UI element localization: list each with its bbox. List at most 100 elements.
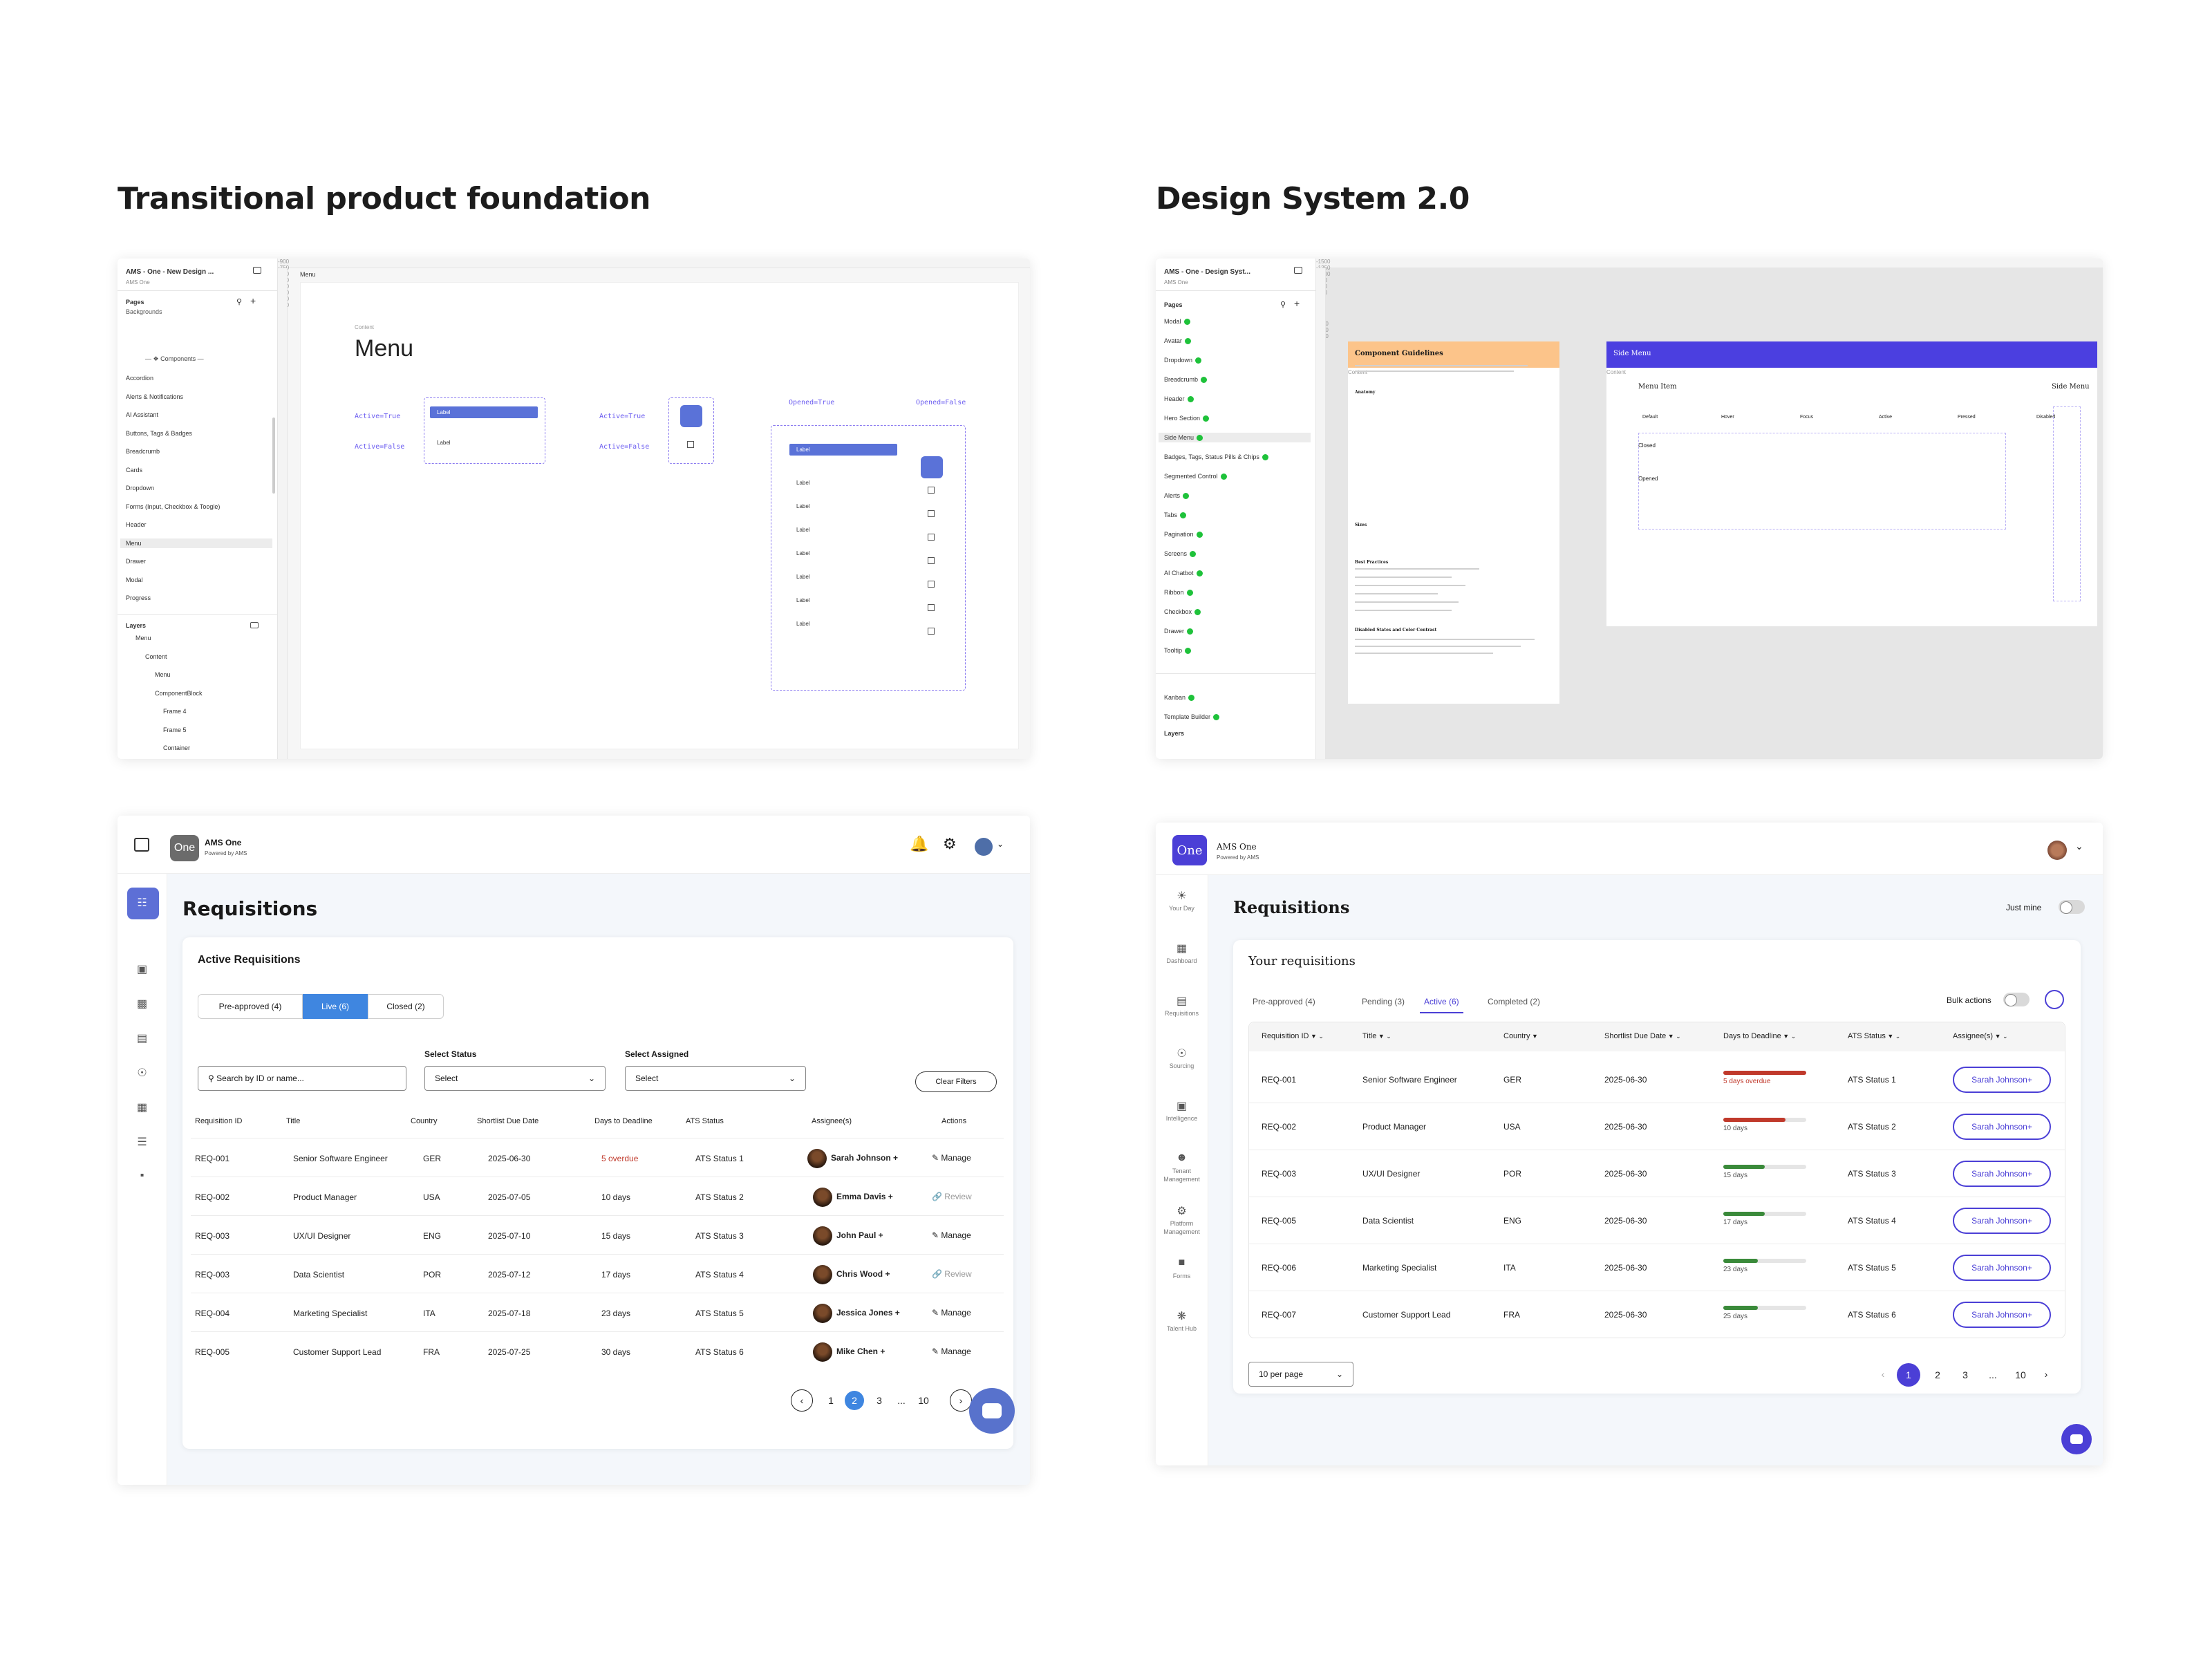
tab-pre-approved[interactable]: Pre-approved (4) bbox=[198, 994, 303, 1019]
nav-icon[interactable]: ▦ bbox=[136, 1102, 148, 1114]
assignee[interactable]: John Paul + bbox=[813, 1226, 883, 1246]
nav-icon[interactable]: ▪ bbox=[140, 1170, 144, 1181]
layer-item[interactable]: Menu bbox=[155, 671, 171, 678]
scrollbar[interactable] bbox=[272, 418, 275, 494]
nav-label[interactable]: Sourcing bbox=[1169, 1062, 1194, 1069]
ds-page-item[interactable]: AI Chatbot bbox=[1159, 568, 1311, 578]
layer-item[interactable]: ComponentBlock bbox=[155, 689, 203, 697]
filter-icon[interactable]: ▼ ⌄ bbox=[1885, 1033, 1901, 1040]
add-assignee-icon[interactable]: + bbox=[883, 1269, 890, 1280]
side-item-label[interactable]: Label bbox=[796, 574, 810, 580]
search-icon[interactable]: ⚲ bbox=[236, 298, 243, 306]
page-item[interactable]: Accordion bbox=[126, 375, 154, 382]
chat-fab[interactable] bbox=[969, 1388, 1015, 1434]
row-action[interactable]: ✎ Manage bbox=[932, 1308, 971, 1318]
row-action[interactable]: ✎ Manage bbox=[932, 1347, 971, 1356]
nav-icon-1[interactable]: ▦ bbox=[1176, 943, 1188, 955]
nav-icon-3[interactable]: ☉ bbox=[1177, 1048, 1187, 1060]
next-page-button[interactable]: › bbox=[2044, 1369, 2048, 1380]
assignee-button[interactable]: Sarah Johnson + bbox=[1953, 1067, 2051, 1093]
page-number[interactable]: 1 bbox=[828, 1395, 834, 1406]
page-number[interactable]: 10 bbox=[2015, 1369, 2026, 1380]
column-header[interactable]: Country ▼ bbox=[1503, 1032, 1538, 1040]
row-action[interactable]: ✎ Manage bbox=[932, 1230, 971, 1240]
side-icon[interactable] bbox=[928, 487, 935, 494]
nav-icon-5[interactable]: ☻ bbox=[1176, 1152, 1188, 1163]
assignee-button[interactable]: Sarah Johnson + bbox=[1953, 1255, 2051, 1281]
ds-page-item[interactable]: Alerts bbox=[1159, 491, 1311, 500]
page-number[interactable]: ... bbox=[897, 1395, 906, 1406]
nav-icon[interactable]: ▤ bbox=[136, 1033, 148, 1044]
app-logo[interactable]: One bbox=[170, 835, 199, 861]
nav-label[interactable]: Intelligence bbox=[1165, 1115, 1198, 1122]
column-header[interactable]: Requisition ID ▼ ⌄ bbox=[1262, 1032, 1324, 1040]
row-action[interactable]: ✎ Manage bbox=[932, 1153, 971, 1163]
nav-icon[interactable]: ▩ bbox=[136, 998, 148, 1010]
filter-icon[interactable]: ▼ bbox=[1530, 1033, 1538, 1040]
sidebar-toggle-icon[interactable] bbox=[134, 838, 149, 852]
icon-item-default[interactable] bbox=[687, 441, 694, 448]
nav-label[interactable]: Your Day bbox=[1169, 905, 1194, 912]
clear-filters-button[interactable]: Clear Filters bbox=[915, 1071, 997, 1092]
column-header[interactable]: Shortlist Due Date bbox=[477, 1117, 539, 1125]
column-header[interactable]: Title bbox=[286, 1117, 301, 1125]
column-header[interactable]: Actions bbox=[941, 1117, 967, 1125]
side-item-label[interactable]: Label bbox=[796, 550, 810, 556]
side-icon-active[interactable] bbox=[921, 456, 943, 478]
filter-icon[interactable]: ▼ ⌄ bbox=[1309, 1033, 1324, 1040]
app2-chat-fab[interactable] bbox=[2061, 1424, 2092, 1454]
page-number[interactable]: 1 bbox=[1897, 1363, 1920, 1387]
ds-page-item[interactable]: Pagination bbox=[1159, 529, 1311, 539]
tab-2[interactable]: Active (6) bbox=[1420, 997, 1463, 1013]
assignee-button[interactable]: Sarah Johnson + bbox=[1953, 1208, 2051, 1234]
page-number[interactable]: 2 bbox=[845, 1391, 864, 1410]
ds-page-item[interactable]: Checkbox bbox=[1159, 607, 1311, 617]
icon-item-active[interactable] bbox=[680, 405, 702, 427]
page-item[interactable]: Header bbox=[126, 521, 147, 528]
ds-page-item[interactable]: Badges, Tags, Status Pills & Chips bbox=[1159, 452, 1311, 462]
layer-item[interactable]: Container bbox=[163, 744, 191, 751]
chevron-down-icon[interactable]: ⌄ bbox=[997, 839, 1004, 849]
nav-icon-8[interactable]: ❋ bbox=[1177, 1311, 1187, 1322]
ds-page-item[interactable]: Header bbox=[1159, 394, 1311, 404]
page-number[interactable]: 3 bbox=[877, 1395, 882, 1406]
panel-toggle-icon[interactable] bbox=[253, 267, 261, 274]
nav-icon-4[interactable]: ▣ bbox=[1176, 1100, 1188, 1112]
page-item[interactable]: Cards bbox=[126, 466, 143, 474]
nav-icon[interactable]: ▣ bbox=[136, 964, 148, 975]
nav-item-active[interactable] bbox=[127, 888, 159, 919]
nav-label[interactable]: Talent Hub bbox=[1166, 1325, 1197, 1332]
column-header[interactable]: ATS Status bbox=[686, 1117, 724, 1125]
gear-icon[interactable]: ⚙ bbox=[943, 835, 957, 852]
column-header[interactable]: Days to Deadline bbox=[594, 1117, 653, 1125]
ds-page-item[interactable]: Screens bbox=[1159, 549, 1311, 559]
layer-item[interactable]: Frame 5 bbox=[163, 726, 187, 733]
nav-label[interactable]: Forms bbox=[1172, 1273, 1191, 1280]
column-header[interactable]: Shortlist Due Date ▼ ⌄ bbox=[1604, 1032, 1681, 1040]
row-action[interactable]: 🔗 Review bbox=[932, 1269, 972, 1279]
ds-page-item[interactable]: Hero Section bbox=[1159, 413, 1311, 423]
side-item-label[interactable]: Label bbox=[796, 480, 810, 486]
nav-label[interactable]: Requisitions bbox=[1164, 1010, 1199, 1017]
ds-panel-toggle-icon[interactable] bbox=[1294, 267, 1302, 274]
assignee[interactable]: Chris Wood + bbox=[813, 1265, 890, 1284]
assigned-select[interactable]: Select ⌄ bbox=[625, 1066, 806, 1091]
nav-icon-6[interactable]: ⚙ bbox=[1177, 1206, 1187, 1217]
ds-add-page-icon[interactable]: + bbox=[1294, 298, 1300, 309]
prev-page-button[interactable]: ‹ bbox=[791, 1389, 813, 1412]
ds-page-item[interactable]: Tabs bbox=[1159, 510, 1311, 520]
page-item[interactable]: Breadcrumb bbox=[126, 448, 160, 455]
just-mine-toggle[interactable] bbox=[2059, 900, 2085, 914]
ds-page-item[interactable]: Tooltip bbox=[1159, 646, 1311, 655]
assignee[interactable]: Sarah Johnson + bbox=[807, 1149, 898, 1168]
nav-icon[interactable]: ☷ bbox=[137, 897, 147, 909]
assignee[interactable]: Jessica Jones + bbox=[813, 1304, 900, 1323]
column-header[interactable]: ATS Status ▼ ⌄ bbox=[1848, 1032, 1900, 1040]
layer-item[interactable]: Menu bbox=[135, 635, 151, 641]
side-icon[interactable] bbox=[928, 510, 935, 517]
per-page-select[interactable]: 10 per page ⌄ bbox=[1248, 1362, 1353, 1387]
ds-page-item[interactable]: Ribbon bbox=[1159, 588, 1311, 597]
page-backgrounds[interactable]: Backgrounds bbox=[126, 308, 162, 315]
nav-icon[interactable]: ☰ bbox=[137, 1136, 147, 1148]
ds-page-item[interactable]: Segmented Control bbox=[1159, 471, 1311, 481]
